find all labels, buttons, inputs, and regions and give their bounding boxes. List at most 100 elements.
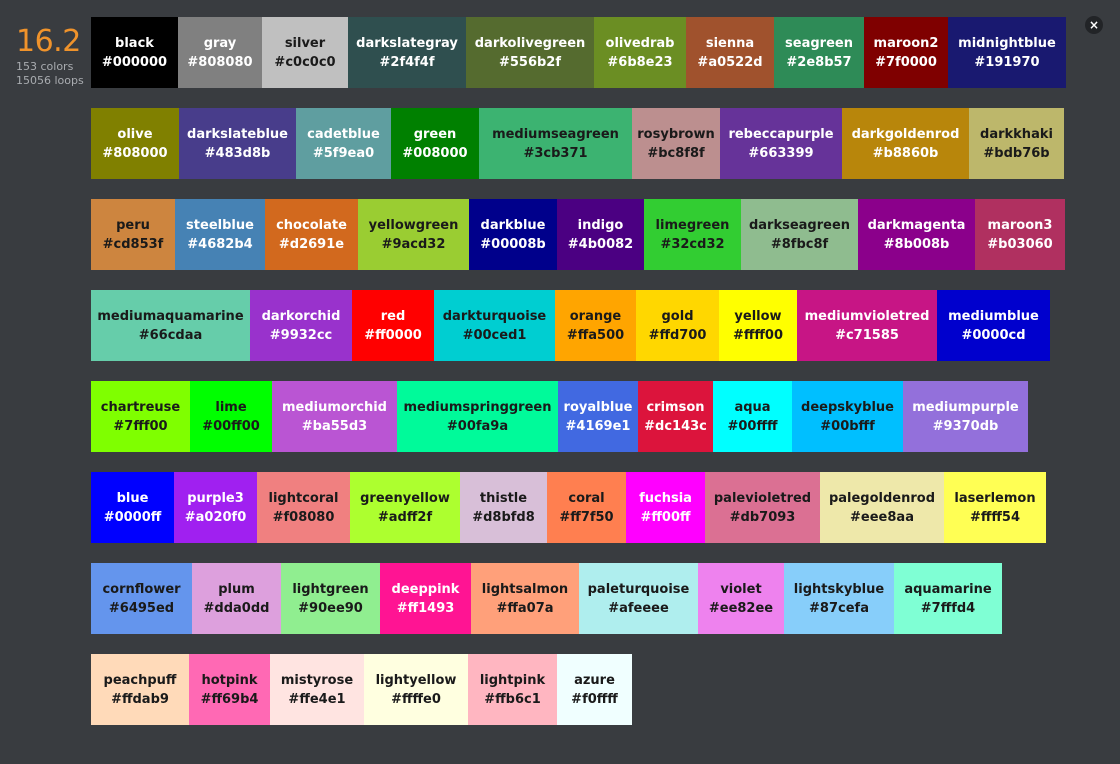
color-swatch-indigo[interactable]: indigo #4b0082 — [557, 199, 644, 270]
swatch-hex: #ba55d3 — [301, 418, 368, 434]
close-icon[interactable]: × — [1085, 16, 1103, 34]
swatch-name: cornflower — [102, 581, 181, 597]
color-swatch-gray[interactable]: gray #808080 — [178, 17, 262, 88]
swatch-hex: #5f9ea0 — [312, 145, 375, 161]
swatch-name: lime — [215, 399, 247, 415]
color-swatch-darkseagreen[interactable]: darkseagreen #8fbc8f — [741, 199, 858, 270]
swatch-hex: #7fff00 — [113, 418, 168, 434]
color-swatch-darkslateblue[interactable]: darkslateblue #483d8b — [179, 108, 296, 179]
color-swatch-darkslategray[interactable]: darkslategray #2f4f4f — [348, 17, 466, 88]
color-swatch-darkmagenta[interactable]: darkmagenta #8b008b — [858, 199, 975, 270]
color-swatch-chartreuse[interactable]: chartreuse #7fff00 — [91, 381, 190, 452]
color-swatch-olivedrab[interactable]: olivedrab #6b8e23 — [594, 17, 686, 88]
color-swatch-palegoldenrod[interactable]: palegoldenrod #eee8aa — [820, 472, 944, 543]
color-swatch-mediumblue[interactable]: mediumblue #0000cd — [937, 290, 1050, 361]
color-swatch-deepskyblue[interactable]: deepskyblue #00bfff — [792, 381, 903, 452]
color-swatch-cornflower[interactable]: cornflower #6495ed — [91, 563, 192, 634]
color-swatch-aquamarine[interactable]: aquamarine #7fffd4 — [894, 563, 1002, 634]
color-swatch-blue[interactable]: blue #0000ff — [91, 472, 174, 543]
color-swatch-peachpuff[interactable]: peachpuff #ffdab9 — [91, 654, 189, 725]
color-swatch-mistyrose[interactable]: mistyrose #ffe4e1 — [270, 654, 364, 725]
color-swatch-green[interactable]: green #008000 — [391, 108, 479, 179]
color-swatch-azure[interactable]: azure #f0ffff — [557, 654, 632, 725]
color-swatch-lightcoral[interactable]: lightcoral #f08080 — [257, 472, 350, 543]
color-swatch-crimson[interactable]: crimson #dc143c — [638, 381, 713, 452]
color-swatch-yellow[interactable]: yellow #ffff00 — [719, 290, 797, 361]
color-swatch-darkgoldenrod[interactable]: darkgoldenrod #b8860b — [842, 108, 969, 179]
swatch-hex: #ffff54 — [969, 509, 1021, 525]
color-swatch-mediumorchid[interactable]: mediumorchid #ba55d3 — [272, 381, 397, 452]
color-swatch-peru[interactable]: peru #cd853f — [91, 199, 175, 270]
color-swatch-silver[interactable]: silver #c0c0c0 — [262, 17, 348, 88]
color-swatch-rosybrown[interactable]: rosybrown #bc8f8f — [632, 108, 720, 179]
color-swatch-darkkhaki[interactable]: darkkhaki #bdb76b — [969, 108, 1064, 179]
color-swatch-lightpink[interactable]: lightpink #ffb6c1 — [468, 654, 557, 725]
swatch-hex: #8fbc8f — [770, 236, 829, 252]
swatch-name: peru — [116, 217, 150, 233]
color-swatch-coral[interactable]: coral #ff7f50 — [547, 472, 626, 543]
color-swatch-darkolivegreen[interactable]: darkolivegreen #556b2f — [466, 17, 594, 88]
color-swatch-paleturquoise[interactable]: paleturquoise #afeeee — [579, 563, 698, 634]
swatch-name: coral — [568, 490, 605, 506]
color-swatch-sienna[interactable]: sienna #a0522d — [686, 17, 774, 88]
color-swatch-darkorchid[interactable]: darkorchid #9932cc — [250, 290, 352, 361]
swatch-hex: #008000 — [402, 145, 468, 161]
swatch-hex: #f0ffff — [571, 691, 618, 707]
color-swatch-olive[interactable]: olive #808000 — [91, 108, 179, 179]
color-swatch-deeppink[interactable]: deeppink #ff1493 — [380, 563, 471, 634]
color-swatch-maroon2[interactable]: maroon2 #7f0000 — [864, 17, 948, 88]
swatch-name: palevioletred — [713, 490, 812, 506]
color-swatch-darkturquoise[interactable]: darkturquoise #00ced1 — [434, 290, 555, 361]
color-swatch-yellowgreen[interactable]: yellowgreen #9acd32 — [358, 199, 469, 270]
swatch-row: black #000000 gray #808080 silver #c0c0c0 dark… — [91, 17, 1066, 88]
color-swatch-plum[interactable]: plum #dda0dd — [192, 563, 281, 634]
color-swatch-laserlemon[interactable]: laserlemon #ffff54 — [944, 472, 1046, 543]
color-swatch-greenyellow[interactable]: greenyellow #adff2f — [350, 472, 460, 543]
color-swatch-lightsalmon[interactable]: lightsalmon #ffa07a — [471, 563, 579, 634]
color-swatch-maroon3[interactable]: maroon3 #b03060 — [975, 199, 1065, 270]
color-swatch-purple3[interactable]: purple3 #a020f0 — [174, 472, 257, 543]
color-swatch-limegreen[interactable]: limegreen #32cd32 — [644, 199, 741, 270]
color-swatch-red[interactable]: red #ff0000 — [352, 290, 434, 361]
swatch-name: mediumblue — [948, 308, 1039, 324]
color-swatch-mediumpurple[interactable]: mediumpurple #9370db — [903, 381, 1028, 452]
swatch-hex: #ffffe0 — [391, 691, 441, 707]
color-swatch-violet[interactable]: violet #ee82ee — [698, 563, 784, 634]
color-swatch-lightyellow[interactable]: lightyellow #ffffe0 — [364, 654, 468, 725]
color-swatch-steelblue[interactable]: steelblue #4682b4 — [175, 199, 265, 270]
color-swatch-fuchsia[interactable]: fuchsia #ff00ff — [626, 472, 705, 543]
color-swatch-thistle[interactable]: thistle #d8bfd8 — [460, 472, 547, 543]
color-swatch-gold[interactable]: gold #ffd700 — [636, 290, 719, 361]
swatch-hex: #afeeee — [608, 600, 669, 616]
swatch-row: olive #808000 darkslateblue #483d8b cadetblu… — [91, 108, 1066, 179]
swatch-hex: #483d8b — [204, 145, 271, 161]
swatch-hex: #ffe4e1 — [288, 691, 346, 707]
color-swatch-mediumvioletred[interactable]: mediumvioletred #c71585 — [797, 290, 937, 361]
color-swatch-mediumseagreen[interactable]: mediumseagreen #3cb371 — [479, 108, 632, 179]
color-swatch-lightgreen[interactable]: lightgreen #90ee90 — [281, 563, 380, 634]
color-swatch-orange[interactable]: orange #ffa500 — [555, 290, 636, 361]
swatch-name: lightyellow — [375, 672, 457, 688]
swatch-name: mistyrose — [280, 672, 354, 688]
swatch-name: crimson — [646, 399, 705, 415]
color-swatch-lime[interactable]: lime #00ff00 — [190, 381, 272, 452]
color-swatch-hotpink[interactable]: hotpink #ff69b4 — [189, 654, 270, 725]
swatch-name: greenyellow — [360, 490, 450, 506]
color-swatch-black[interactable]: black #000000 — [91, 17, 178, 88]
color-swatch-palevioletred[interactable]: palevioletred #db7093 — [705, 472, 820, 543]
color-swatch-cadetblue[interactable]: cadetblue #5f9ea0 — [296, 108, 391, 179]
color-swatch-mediumspringgreen[interactable]: mediumspringgreen #00fa9a — [397, 381, 558, 452]
swatch-hex: #f08080 — [272, 509, 335, 525]
color-swatch-rebeccapurple[interactable]: rebeccapurple #663399 — [720, 108, 842, 179]
color-swatch-midnightblue[interactable]: midnightblue #191970 — [948, 17, 1066, 88]
color-swatch-mediumaquamarine[interactable]: mediumaquamarine #66cdaa — [91, 290, 250, 361]
color-swatch-seagreen[interactable]: seagreen #2e8b57 — [774, 17, 864, 88]
color-swatch-lightskyblue[interactable]: lightskyblue #87cefa — [784, 563, 894, 634]
swatch-hex: #c0c0c0 — [274, 54, 336, 70]
color-swatch-aqua[interactable]: aqua #00ffff — [713, 381, 792, 452]
color-swatch-chocolate[interactable]: chocolate #d2691e — [265, 199, 358, 270]
swatch-hex: #8b008b — [883, 236, 950, 252]
color-swatch-darkblue[interactable]: darkblue #00008b — [469, 199, 557, 270]
color-swatch-royalblue[interactable]: royalblue #4169e1 — [558, 381, 638, 452]
swatch-hex: #ee82ee — [708, 600, 774, 616]
